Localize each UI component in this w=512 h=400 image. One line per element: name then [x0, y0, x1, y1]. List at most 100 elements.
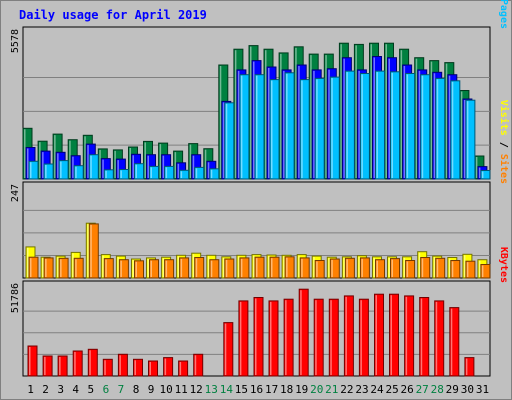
bar-highlight [222, 257, 225, 277]
bar-pages-day-22 [344, 70, 355, 180]
x-tick-label-day-21: 21 [325, 383, 338, 396]
bar-sites-day-6 [103, 258, 114, 279]
bar-highlight [194, 355, 197, 375]
bar-highlight [42, 152, 44, 178]
bar-highlight [346, 259, 348, 277]
bar-highlight [195, 258, 198, 277]
bar-highlight [360, 300, 362, 375]
bar-kbytes-day-11 [178, 360, 189, 377]
bar-kbytes-day-29 [449, 307, 460, 377]
bar-highlight [376, 72, 378, 178]
bar-highlight [225, 103, 228, 178]
bar-highlight [283, 70, 285, 178]
bar-pages-day-25 [390, 71, 400, 180]
bar-highlight [343, 257, 345, 277]
bar-highlight [207, 256, 210, 277]
bar-kbytes-day-22 [343, 295, 354, 377]
bar-kbytes-day-16 [253, 297, 264, 377]
bar-kbytes-day-25 [389, 293, 399, 377]
bar-highlight [87, 224, 89, 277]
legend-separator: / [498, 136, 509, 154]
bar-highlight [403, 66, 406, 178]
panel-middle-legend: Visits / Sites [498, 100, 510, 184]
bar-highlight [105, 259, 107, 277]
bar-highlight [42, 258, 44, 277]
bar-highlight [361, 74, 363, 178]
x-axis-labels: 1 2 3 4 5 6 7 8 9 10 11 12 13 14 15 16 17 18 19 20 21 22 23 24 2… [27, 383, 489, 396]
x-tick-label-day-20: 20 [310, 383, 323, 396]
bar-kbytes-day-23 [358, 298, 369, 377]
bar-highlight [45, 258, 47, 277]
bar-highlight [285, 300, 287, 375]
panel-top-max-label: 5578 [10, 29, 21, 53]
bar-sites-day-13 [209, 259, 220, 279]
bar-pages-day-29 [450, 80, 461, 180]
bar-kbytes-day-30 [464, 357, 475, 377]
panel-bottom-max-label: 51786 [10, 283, 21, 313]
bar-highlight [280, 53, 282, 178]
bar-highlight [295, 47, 297, 178]
bar-highlight [343, 58, 345, 179]
bar-highlight [370, 44, 372, 179]
bar-highlight [104, 360, 106, 375]
bar-pages-day-26 [405, 73, 416, 180]
x-tick-label-day-26: 26 [400, 383, 413, 396]
bar-highlight [478, 167, 481, 178]
bar-sites-day-26 [405, 260, 416, 279]
bar-highlight [60, 259, 62, 277]
bar-highlight [375, 295, 377, 375]
bar-pages-day-15 [239, 74, 250, 180]
bar-highlight [195, 168, 198, 178]
bar-highlight [436, 79, 439, 178]
bar-highlight [466, 262, 469, 277]
x-tick-label-day-30: 30 [461, 383, 474, 396]
x-tick-label-day-3: 3 [57, 383, 64, 396]
bar-highlight [286, 257, 288, 277]
bar-highlight [421, 75, 424, 178]
bar-highlight [450, 308, 453, 375]
bar-highlight [253, 61, 255, 178]
bar-highlight [421, 258, 424, 277]
bar-highlight [24, 129, 26, 178]
bar-highlight [283, 256, 285, 277]
x-tick-label-day-8: 8 [133, 383, 140, 396]
bar-kbytes-day-20 [313, 298, 324, 377]
bar-highlight [390, 295, 392, 375]
bar-highlight [114, 150, 116, 178]
bar-highlight [210, 260, 213, 277]
bar-highlight [315, 300, 317, 375]
bar-highlight [328, 69, 330, 178]
x-tick-label-day-23: 23 [355, 383, 368, 396]
bar-highlight [30, 258, 32, 277]
legend-item-visits: Visits [498, 100, 510, 136]
bar-highlight [102, 255, 104, 277]
bar-highlight [433, 73, 436, 178]
bar-highlight [388, 257, 390, 277]
bar-highlight [301, 258, 303, 277]
bar-highlight [240, 258, 243, 277]
bar-highlight [430, 61, 433, 178]
bar-sites-day-16 [254, 256, 265, 279]
bar-highlight [465, 358, 468, 375]
bar-sites-day-17 [269, 256, 280, 279]
bar-sites-day-27 [420, 257, 431, 279]
bar-highlight [69, 140, 71, 178]
bar-sites-day-20 [314, 260, 325, 279]
bar-kbytes-day-24 [374, 293, 384, 377]
bar-highlight [373, 57, 375, 178]
bar-highlight [174, 152, 177, 178]
bar-kbytes-day-27 [419, 297, 430, 377]
bar-highlight [149, 362, 151, 375]
bar-highlight [325, 55, 327, 178]
series-pages [28, 70, 491, 180]
bar-highlight [481, 171, 484, 178]
x-tick-label-day-16: 16 [250, 383, 263, 396]
x-tick-label-day-15: 15 [235, 383, 248, 396]
bar-sites-day-18 [284, 256, 295, 279]
bar-pages-day-27 [420, 74, 431, 180]
bar-highlight [345, 296, 347, 375]
bar-highlight [268, 256, 270, 277]
bar-highlight [445, 63, 448, 178]
chart-title: Daily usage for April 2019 [19, 8, 207, 22]
bar-highlight [87, 145, 89, 178]
